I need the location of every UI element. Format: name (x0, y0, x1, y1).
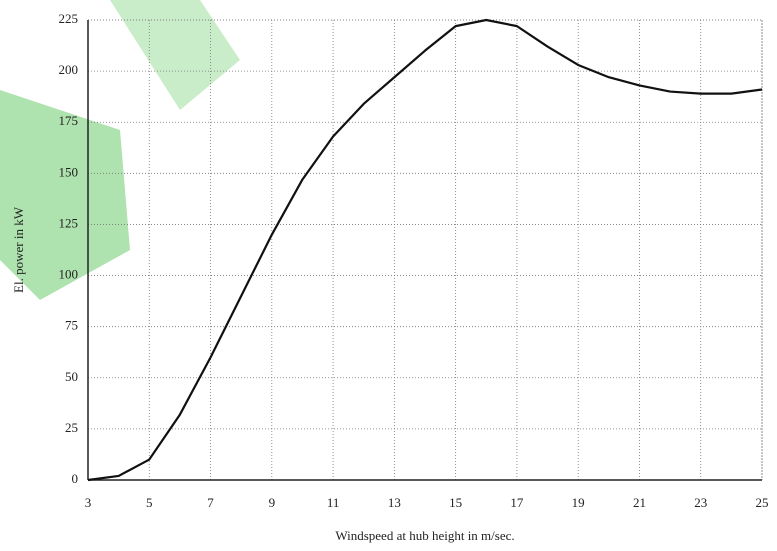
y-tick-label: 150 (59, 164, 79, 179)
line-series (87, 18, 763, 482)
y-tick-label: 225 (59, 11, 79, 26)
y-axis-label: El. power in kW (11, 206, 26, 293)
x-axis-label: Windspeed at hub height in m/sec. (335, 528, 514, 543)
watermark (0, 0, 240, 300)
y-tick-label: 50 (65, 369, 78, 384)
x-tick-label: 15 (449, 495, 462, 510)
x-tick-label: 17 (510, 495, 524, 510)
x-tick-label: 3 (85, 495, 92, 510)
x-tick-label: 9 (269, 495, 276, 510)
x-tick-label: 7 (207, 495, 214, 510)
x-tick-label: 21 (633, 495, 646, 510)
x-tick-label: 19 (572, 495, 585, 510)
x-tick-label: 13 (388, 495, 401, 510)
x-tick-label: 5 (146, 495, 153, 510)
x-tick-label: 25 (756, 495, 769, 510)
y-tick-label: 25 (65, 420, 78, 435)
y-tick-label: 75 (65, 318, 78, 333)
y-tick-label: 175 (59, 113, 79, 128)
x-tick-label: 23 (694, 495, 707, 510)
y-tick-label: 0 (72, 471, 79, 486)
y-tick-label: 100 (59, 267, 79, 282)
y-tick-label: 200 (59, 62, 79, 77)
x-tick-label: 11 (327, 495, 340, 510)
y-tick-label: 125 (59, 215, 79, 230)
